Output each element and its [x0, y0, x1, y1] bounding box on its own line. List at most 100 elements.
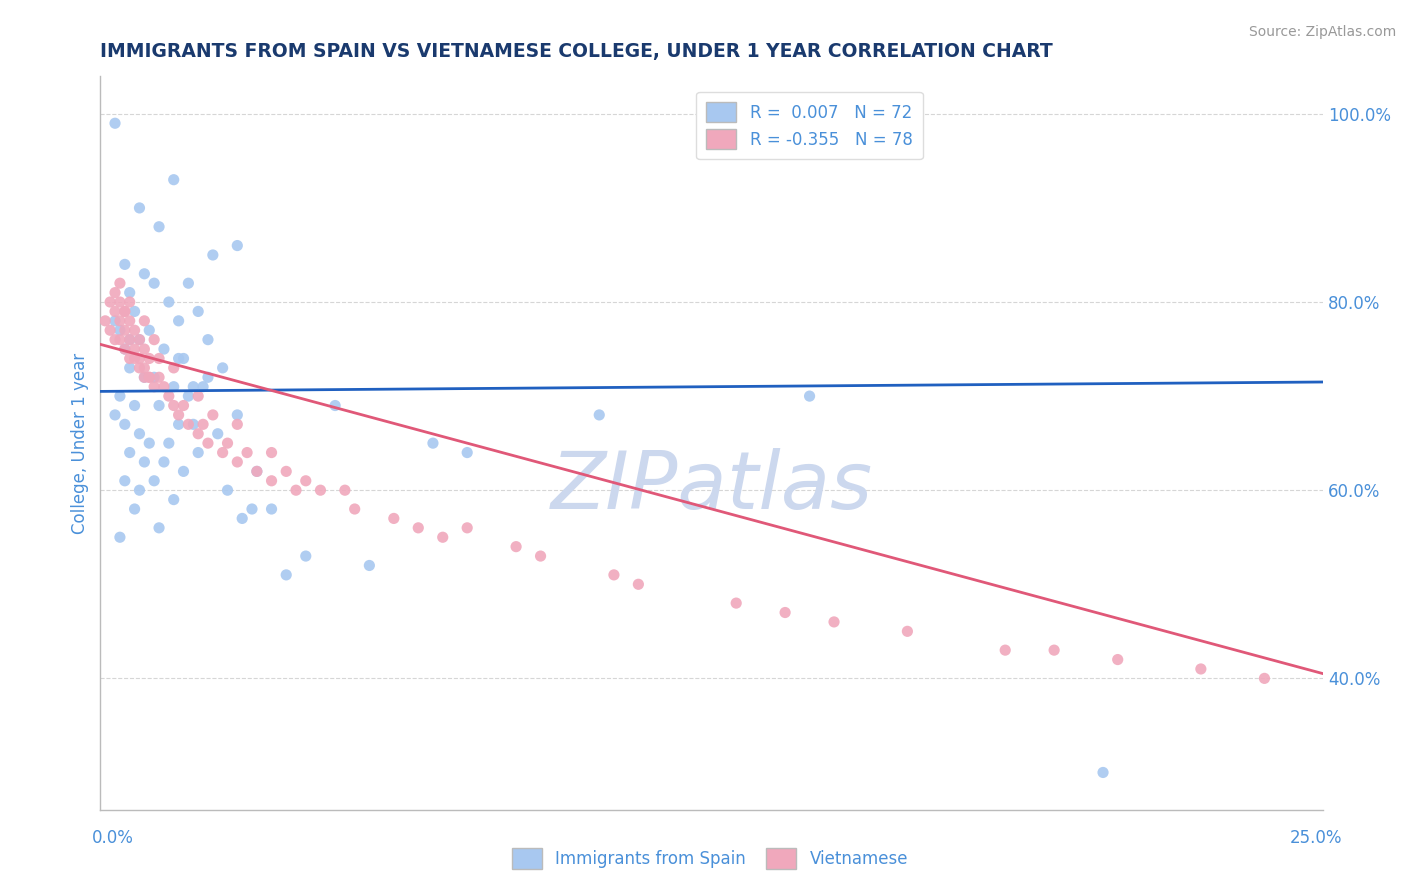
- Point: [134, 342, 156, 356]
- Point: [157, 295, 180, 310]
- Point: [285, 483, 308, 498]
- Text: 0.0%: 0.0%: [91, 829, 134, 847]
- Point: [226, 455, 249, 469]
- Point: [114, 342, 136, 356]
- Point: [134, 370, 156, 384]
- Point: [197, 333, 219, 347]
- Point: [994, 643, 1017, 657]
- Point: [128, 201, 150, 215]
- Point: [108, 323, 131, 337]
- Point: [153, 380, 176, 394]
- Point: [627, 577, 650, 591]
- Point: [138, 436, 160, 450]
- Point: [143, 276, 166, 290]
- Point: [260, 502, 283, 516]
- Point: [128, 483, 150, 498]
- Point: [163, 492, 186, 507]
- Point: [118, 314, 141, 328]
- Point: [143, 474, 166, 488]
- Point: [118, 445, 141, 459]
- Point: [187, 445, 209, 459]
- Point: [823, 615, 845, 629]
- Point: [148, 521, 170, 535]
- Point: [177, 389, 200, 403]
- Point: [108, 295, 131, 310]
- Point: [114, 304, 136, 318]
- Point: [138, 370, 160, 384]
- Point: [309, 483, 332, 498]
- Point: [217, 436, 239, 450]
- Point: [128, 426, 150, 441]
- Legend: R =  0.007   N = 72, R = -0.355   N = 78: R = 0.007 N = 72, R = -0.355 N = 78: [696, 92, 922, 159]
- Point: [406, 521, 429, 535]
- Point: [104, 408, 127, 422]
- Legend: Immigrants from Spain, Vietnamese: Immigrants from Spain, Vietnamese: [505, 842, 915, 875]
- Point: [148, 399, 170, 413]
- Point: [231, 511, 253, 525]
- Point: [124, 323, 146, 337]
- Point: [187, 389, 209, 403]
- Point: [187, 304, 209, 318]
- Point: [124, 342, 146, 356]
- Point: [134, 370, 156, 384]
- Point: [104, 314, 127, 328]
- Point: [201, 408, 224, 422]
- Point: [529, 549, 551, 563]
- Point: [226, 417, 249, 432]
- Point: [153, 342, 176, 356]
- Point: [148, 351, 170, 366]
- Point: [128, 333, 150, 347]
- Point: [167, 314, 190, 328]
- Point: [124, 351, 146, 366]
- Point: [114, 342, 136, 356]
- Point: [191, 380, 214, 394]
- Point: [134, 360, 156, 375]
- Point: [128, 333, 150, 347]
- Text: ZIPatlas: ZIPatlas: [551, 448, 873, 526]
- Point: [143, 370, 166, 384]
- Point: [799, 389, 821, 403]
- Point: [114, 417, 136, 432]
- Point: [128, 360, 150, 375]
- Point: [276, 567, 298, 582]
- Point: [167, 351, 190, 366]
- Point: [343, 502, 366, 516]
- Point: [94, 314, 117, 328]
- Point: [143, 380, 166, 394]
- Point: [191, 417, 214, 432]
- Point: [236, 445, 259, 459]
- Point: [246, 464, 269, 478]
- Point: [138, 323, 160, 337]
- Point: [603, 567, 626, 582]
- Text: Source: ZipAtlas.com: Source: ZipAtlas.com: [1249, 25, 1396, 39]
- Point: [167, 417, 190, 432]
- Point: [588, 408, 610, 422]
- Point: [118, 333, 141, 347]
- Point: [104, 116, 127, 130]
- Point: [114, 474, 136, 488]
- Point: [157, 436, 180, 450]
- Point: [1043, 643, 1066, 657]
- Point: [134, 267, 156, 281]
- Point: [359, 558, 381, 573]
- Point: [197, 370, 219, 384]
- Point: [108, 530, 131, 544]
- Point: [118, 333, 141, 347]
- Point: [163, 360, 186, 375]
- Point: [294, 549, 316, 563]
- Point: [211, 360, 233, 375]
- Point: [432, 530, 454, 544]
- Point: [124, 502, 146, 516]
- Point: [1253, 672, 1275, 686]
- Point: [114, 304, 136, 318]
- Point: [177, 276, 200, 290]
- Point: [134, 455, 156, 469]
- Point: [1092, 765, 1115, 780]
- Point: [118, 360, 141, 375]
- Point: [118, 351, 141, 366]
- Point: [177, 417, 200, 432]
- Point: [505, 540, 527, 554]
- Point: [167, 408, 190, 422]
- Point: [260, 445, 283, 459]
- Point: [382, 511, 405, 525]
